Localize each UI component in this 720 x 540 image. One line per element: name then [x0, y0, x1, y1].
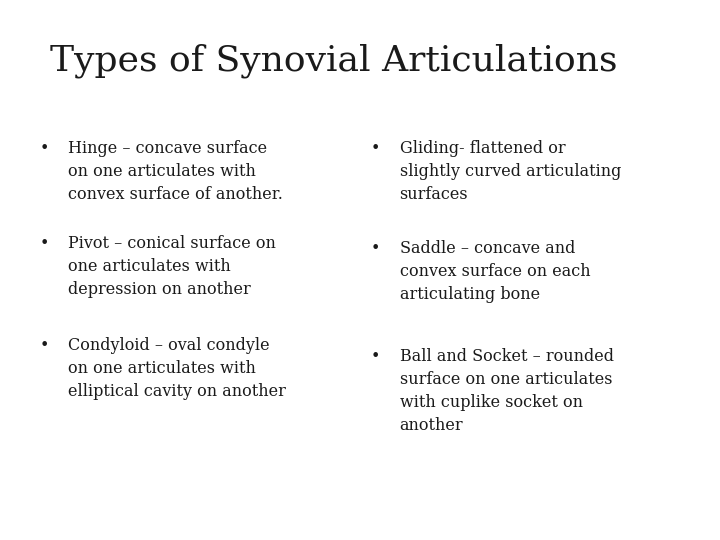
Text: Hinge – concave surface
on one articulates with
convex surface of another.: Hinge – concave surface on one articulat… — [68, 140, 283, 203]
Text: •: • — [40, 338, 49, 354]
Text: •: • — [40, 140, 49, 157]
Text: Types of Synovial Articulations: Types of Synovial Articulations — [50, 43, 618, 78]
Text: Gliding- flattened or
slightly curved articulating
surfaces: Gliding- flattened or slightly curved ar… — [400, 140, 621, 203]
Text: Condyloid – oval condyle
on one articulates with
elliptical cavity on another: Condyloid – oval condyle on one articula… — [68, 338, 287, 400]
Text: •: • — [371, 140, 380, 157]
Text: Pivot – conical surface on
one articulates with
depression on another: Pivot – conical surface on one articulat… — [68, 235, 276, 298]
Text: •: • — [371, 240, 380, 257]
Text: Saddle – concave and
convex surface on each
articulating bone: Saddle – concave and convex surface on e… — [400, 240, 590, 303]
Text: •: • — [371, 348, 380, 365]
Text: •: • — [40, 235, 49, 252]
Text: Ball and Socket – rounded
surface on one articulates
with cuplike socket on
anot: Ball and Socket – rounded surface on one… — [400, 348, 613, 434]
